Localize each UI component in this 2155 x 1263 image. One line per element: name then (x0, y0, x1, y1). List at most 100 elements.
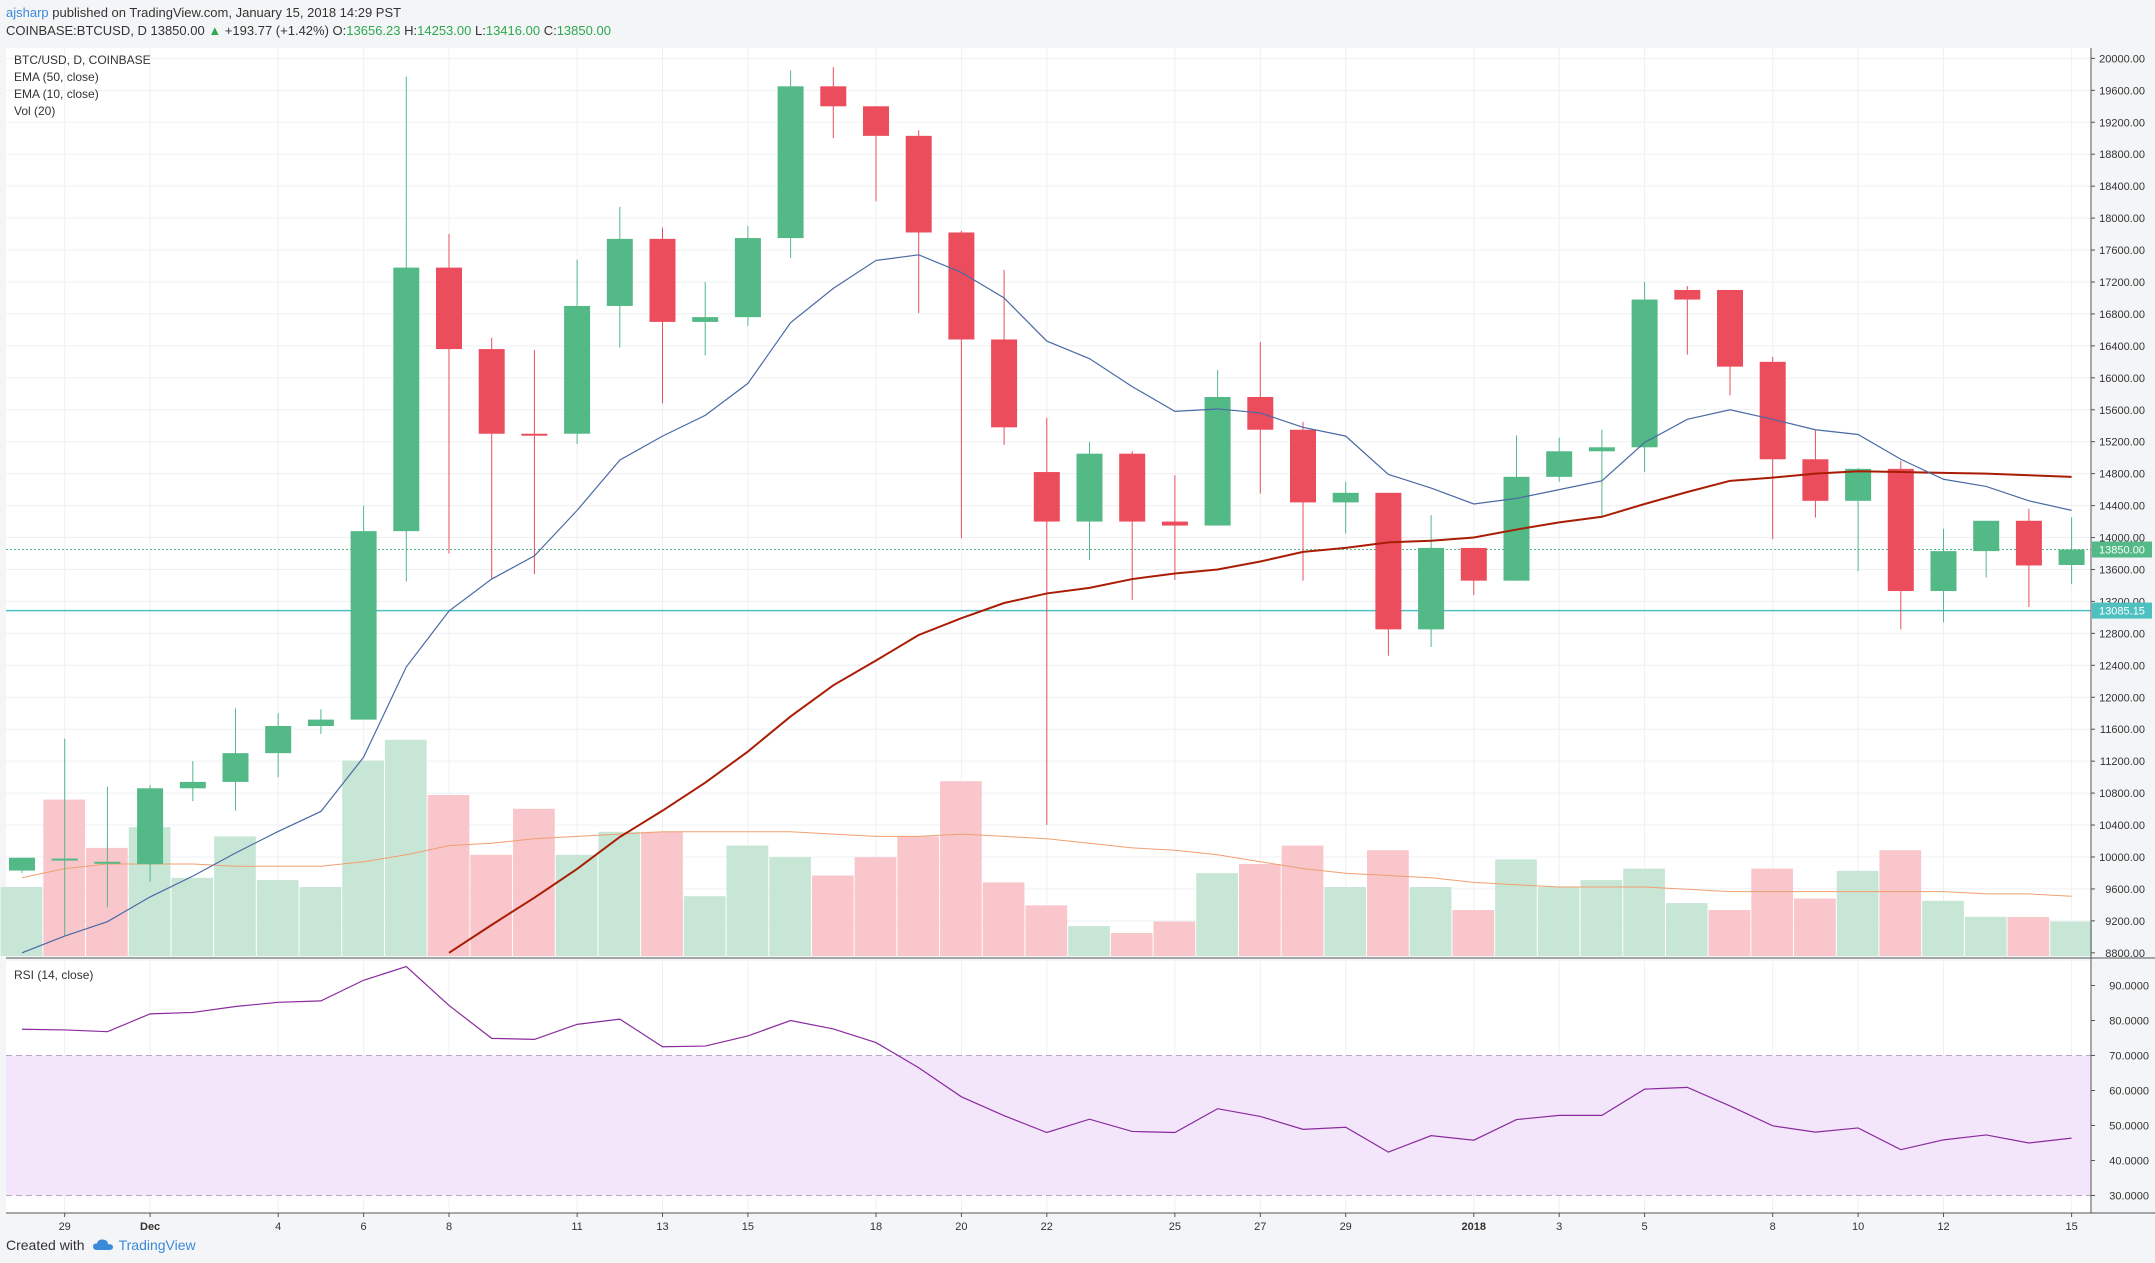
time-tick-label: 29 (59, 1221, 71, 1233)
candle-body (1717, 289, 1743, 367)
price-tick-label: 19200.00 (2099, 117, 2145, 129)
candle-body (1973, 520, 2000, 552)
symbol-label: COINBASE:BTCUSD, D (6, 23, 147, 38)
candle-body (1033, 472, 1060, 522)
price-tick-label: 18800.00 (2099, 149, 2145, 161)
candle-body (1076, 453, 1103, 522)
candle-body (1119, 453, 1146, 522)
price-tick-label: 17200.00 (2099, 277, 2145, 289)
volume-bar (1068, 926, 1110, 956)
volume-bar (1153, 921, 1196, 956)
legend-rsi: RSI (14, close) (14, 968, 93, 982)
rsi-tick-label: 60.0000 (2109, 1086, 2149, 1098)
candle-body (2058, 549, 2085, 566)
price-tick-label: 10800.00 (2099, 788, 2145, 800)
time-tick-label: 29 (1340, 1221, 1352, 1233)
candle-body (1887, 468, 1914, 592)
volume-bar (427, 795, 470, 956)
legend-title: BTC/USD, D, COINBASE (14, 53, 151, 67)
rsi-tick-label: 80.0000 (2109, 1016, 2149, 1028)
candle-body (137, 788, 164, 865)
created-with-text: Created with (6, 1237, 85, 1253)
time-tick-label: 18 (870, 1221, 882, 1233)
candle-body (1290, 429, 1316, 503)
volume-bar (1495, 859, 1537, 956)
volume-bar (1708, 910, 1751, 956)
time-tick-label: 20 (955, 1221, 967, 1233)
volume-bar (1580, 880, 1623, 956)
candle-body (222, 753, 249, 782)
time-tick-label: 15 (742, 1221, 754, 1233)
candle-body (1588, 447, 1615, 452)
low-label: L: (475, 23, 486, 38)
ema50-line (448, 470, 2072, 954)
volume-bar (2050, 921, 2092, 956)
candle-body (1375, 492, 1402, 630)
ema10-line (21, 254, 2072, 954)
volume-bar (1879, 850, 1922, 956)
candle-body (94, 861, 121, 864)
candle-body (478, 349, 505, 434)
time-tick-label: 2018 (1462, 1221, 1486, 1233)
published-text: published on TradingView.com, January 15… (52, 5, 402, 20)
volume-bar (982, 882, 1025, 956)
volume-bar (1025, 905, 1068, 956)
rsi-tick-label: 90.0000 (2109, 981, 2149, 993)
volume-bar (0, 887, 43, 956)
price-tick-label: 12800.00 (2099, 628, 2145, 640)
low-value: 13416.00 (485, 23, 541, 38)
candle-body (820, 86, 847, 107)
volume-bar (299, 887, 342, 956)
volume-bar (1537, 887, 1580, 956)
rsi-tick-label: 40.0000 (2109, 1156, 2149, 1168)
volume-bar (726, 845, 769, 956)
volume-bar (1452, 910, 1495, 956)
high-value: 14253.00 (417, 23, 472, 38)
footer: Created with TradingView (6, 1237, 196, 1253)
volume-bar (683, 896, 726, 956)
volume-bar (940, 781, 982, 956)
price-change: +193.77 (+1.42%) (224, 23, 329, 38)
rsi-band (6, 1055, 2091, 1196)
price-tick-label: 18400.00 (2099, 181, 2145, 193)
author-link[interactable]: ajsharp (6, 5, 49, 20)
price-tick-label: 16400.00 (2099, 341, 2145, 353)
volume-bar (641, 831, 683, 956)
volume-bar (1238, 864, 1281, 956)
price-tick-label: 14800.00 (2099, 469, 2145, 481)
cloud-icon (92, 1239, 113, 1250)
volume-bar (1665, 903, 1708, 956)
last-price-tag (2092, 541, 2152, 558)
tradingview-link[interactable]: TradingView (92, 1237, 196, 1253)
price-tick-label: 18000.00 (2099, 213, 2145, 225)
tradingview-brand: TradingView (118, 1237, 196, 1253)
volume-bar (1922, 900, 1964, 956)
time-tick-label: 12 (1937, 1221, 1949, 1233)
volume-bar (854, 857, 897, 956)
time-tick-label: 10 (1852, 1221, 1864, 1233)
time-tick-label: 11 (571, 1221, 582, 1233)
volume-bar (384, 739, 427, 956)
time-tick-label: 6 (361, 1221, 367, 1233)
volume-bar (1836, 870, 1879, 956)
volume-bar (2007, 916, 2050, 956)
candle-body (2015, 520, 2042, 566)
candle-body (1802, 459, 1829, 501)
legend-ema10: EMA (10, close) (14, 87, 99, 101)
price-tick-label: 11200.00 (2100, 756, 2145, 768)
price-tick-label: 17600.00 (2099, 245, 2145, 257)
candle-body (905, 135, 932, 233)
time-tick-label: 13 (656, 1221, 668, 1233)
candle-body (1930, 551, 1957, 592)
candle-body (436, 267, 462, 350)
volume-ma-line (21, 831, 2072, 897)
volume-bar (1324, 887, 1367, 956)
chart-header: ajsharp published on TradingView.com, Ja… (6, 4, 611, 40)
candle-body (863, 106, 889, 136)
price-tick-label: 9600.00 (2105, 884, 2145, 896)
time-tick-label: 27 (1254, 1221, 1266, 1233)
candle-body (393, 267, 420, 532)
volume-bar (256, 880, 299, 956)
